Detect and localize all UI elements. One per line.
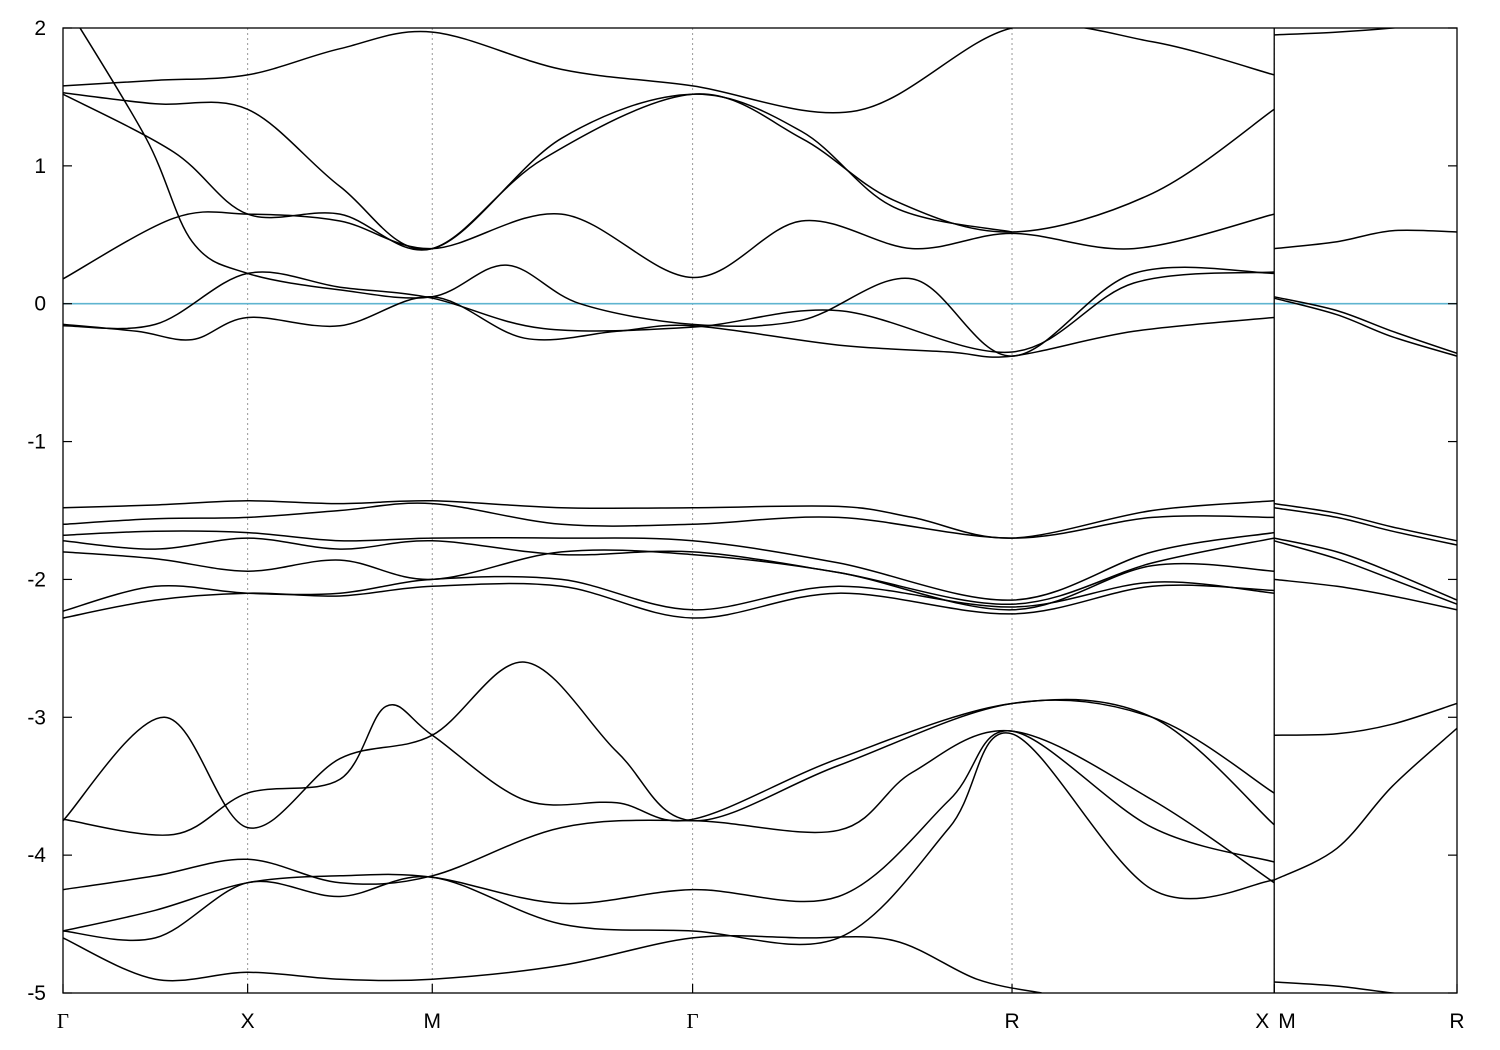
band-line-9 [63,502,1275,539]
y-tick-label: -1 [27,431,46,454]
y-tick-label: 0 [34,293,46,316]
band-line-24 [1274,297,1457,357]
band-line-26 [1274,506,1457,546]
band-line-4 [63,211,1275,280]
band-line-8 [63,499,1275,539]
band-line-32 [1274,981,1400,993]
kpoint-label: M [1278,1010,1296,1033]
band-line-2 [63,92,1013,251]
band-line-28 [1273,540,1457,605]
y-tick-label: -4 [27,844,46,867]
y-tick-label: -5 [27,982,46,1005]
kpoint-label: R [1004,1010,1019,1033]
band-line-7 [63,271,1275,354]
band-line-14 [63,582,1275,619]
band-line-29 [1274,578,1457,611]
y-tick-label: -2 [27,568,46,591]
plot-frame [62,27,1458,994]
band-line-17 [63,729,1275,891]
kpoint-label: X [1255,1010,1269,1033]
band-line-20 [63,934,1042,993]
kpoint-label: R [1449,1010,1464,1033]
band-line-1 [63,28,1275,114]
kpoint-label: X [241,1010,255,1033]
band-line-15 [63,661,1275,829]
band-line-21 [1274,28,1401,36]
kpoint-label: Γ [687,1009,699,1033]
band-line-23 [1274,296,1457,355]
band-line-25 [1274,502,1457,542]
band-line-31 [1273,727,1457,881]
band-line-27 [1274,537,1457,601]
band-line-12 [63,549,1275,611]
y-axis-ticks: 2 1 0 -1 -2 -3 -4 -5 [27,17,1457,1005]
band-line-11 [63,537,1275,605]
kpoint-gridlines [247,28,1275,993]
band-line-30 [1274,702,1457,736]
band-line-6 [63,296,1275,358]
band-line-16 [63,698,1275,836]
band-line-5 [79,28,1275,357]
kpoint-label: M [424,1010,442,1033]
band-line-10 [63,530,1275,601]
band-line-18 [63,730,1275,932]
kpoint-label: Γ [57,1009,69,1033]
band-line-22 [1274,229,1457,250]
band-line-3 [63,93,1275,251]
y-tick-label: 2 [34,17,46,40]
y-tick-label: -3 [27,706,46,729]
band-lines [63,28,1457,993]
y-tick-label: 1 [34,155,46,178]
band-line-19 [63,732,1275,946]
